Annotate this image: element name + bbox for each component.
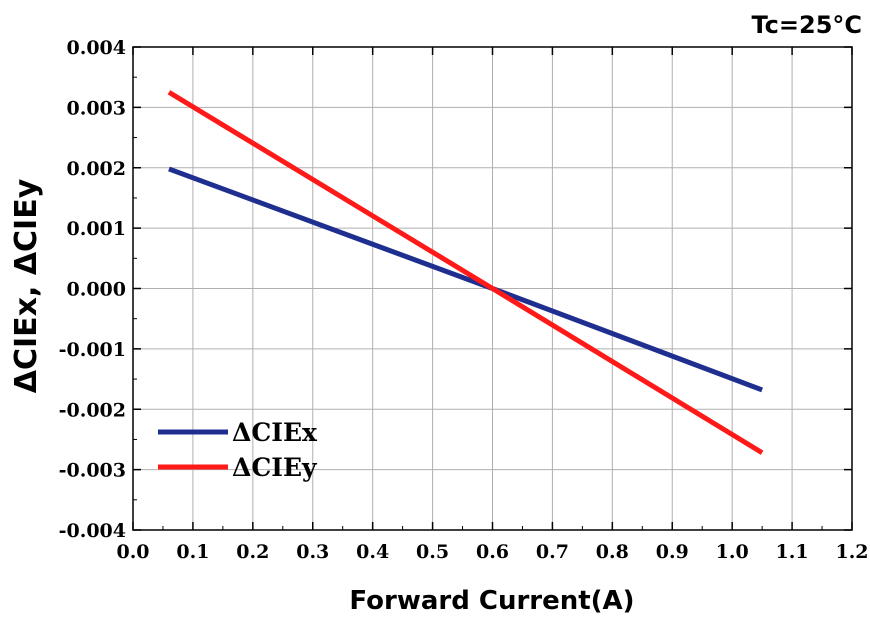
series-layer bbox=[167, 90, 764, 455]
legend-label-0: ΔCIEx bbox=[232, 418, 318, 447]
y-tick-label: -0.004 bbox=[59, 520, 126, 542]
x-tick-label: 1.2 bbox=[835, 541, 868, 563]
y-tick-label: -0.003 bbox=[59, 460, 126, 482]
series-line-1 bbox=[167, 90, 764, 455]
series-line-0 bbox=[168, 166, 764, 393]
y-tick-label: 0.000 bbox=[67, 279, 127, 301]
y-tick-label: 0.003 bbox=[67, 97, 127, 119]
x-axis-title: Forward Current(A) bbox=[349, 586, 634, 616]
x-tick-label: 1.1 bbox=[776, 541, 809, 563]
x-tick-label: 0.2 bbox=[236, 541, 269, 563]
x-tick-label: 0.6 bbox=[476, 541, 509, 563]
x-tick-label: 0.9 bbox=[656, 541, 689, 563]
x-tick-label: 0.8 bbox=[596, 541, 629, 563]
y-tick-label: 0.004 bbox=[67, 37, 127, 59]
y-tick-label: 0.001 bbox=[67, 218, 127, 240]
legend-label-1: ΔCIEy bbox=[232, 453, 318, 482]
y-tick-label: -0.002 bbox=[59, 399, 126, 421]
grid bbox=[133, 47, 852, 530]
y-tick-label: -0.001 bbox=[59, 339, 126, 361]
ticks bbox=[132, 46, 853, 531]
x-tick-label: 0.0 bbox=[116, 541, 149, 563]
y-tick-label: 0.002 bbox=[67, 158, 127, 180]
x-tick-label: 0.3 bbox=[296, 541, 329, 563]
annotation: Tc=25°C bbox=[751, 11, 862, 39]
y-axis-title: ΔCIEx, ΔCIEy bbox=[9, 178, 44, 393]
y-tick-labels: -0.004 -0.003 -0.002 -0.001 0.000 0.001 0.002 0… bbox=[59, 37, 126, 542]
x-tick-label: 0.1 bbox=[176, 541, 209, 563]
x-tick-label: 0.7 bbox=[536, 541, 569, 563]
x-tick-labels: 0.0 0.1 0.2 0.3 0.4 0.5 0.6 0.7 0.8 0.9 1.0 1.1 1.2 bbox=[116, 541, 868, 563]
x-tick-label: 0.5 bbox=[416, 541, 449, 563]
legend: ΔCIEx ΔCIEy bbox=[158, 418, 318, 482]
x-tick-label: 0.4 bbox=[356, 541, 389, 563]
x-tick-label: 1.0 bbox=[716, 541, 749, 563]
